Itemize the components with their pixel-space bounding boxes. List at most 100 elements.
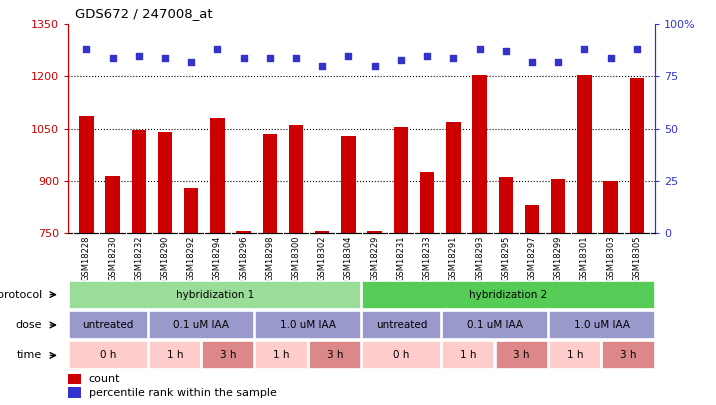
Point <box>369 63 380 69</box>
Text: GSM18297: GSM18297 <box>528 235 536 281</box>
Point <box>185 59 197 65</box>
Bar <box>69 341 147 369</box>
Text: GSM18302: GSM18302 <box>318 235 326 281</box>
Text: hybridization 1: hybridization 1 <box>175 290 254 300</box>
Bar <box>442 341 495 369</box>
Text: GSM18290: GSM18290 <box>160 235 170 281</box>
Bar <box>236 231 251 233</box>
Text: percentile rank within the sample: percentile rank within the sample <box>89 388 276 398</box>
Text: GSM18228: GSM18228 <box>82 235 91 281</box>
Text: GSM18232: GSM18232 <box>135 235 143 281</box>
Bar <box>149 311 254 339</box>
Point <box>500 48 511 55</box>
Bar <box>577 75 591 233</box>
Text: GSM18231: GSM18231 <box>397 235 405 281</box>
Text: GSM18229: GSM18229 <box>370 235 379 281</box>
Bar <box>362 311 441 339</box>
Text: GSM18303: GSM18303 <box>606 235 615 281</box>
Bar <box>420 172 435 233</box>
Text: 3 h: 3 h <box>220 350 236 360</box>
Text: protocol: protocol <box>0 290 42 300</box>
Point <box>81 46 92 53</box>
Bar <box>105 175 120 233</box>
Bar <box>263 134 277 233</box>
Bar <box>315 231 329 233</box>
Text: 0.1 uM IAA: 0.1 uM IAA <box>173 320 229 330</box>
Point <box>579 46 590 53</box>
Bar <box>604 181 618 233</box>
Point <box>107 54 118 61</box>
Text: 1.0 uM IAA: 1.0 uM IAA <box>280 320 337 330</box>
Text: GSM18300: GSM18300 <box>291 235 301 281</box>
Bar <box>158 132 173 233</box>
Bar <box>629 78 644 233</box>
Text: 3 h: 3 h <box>620 350 637 360</box>
Text: GSM18304: GSM18304 <box>344 235 353 281</box>
Text: GSM18291: GSM18291 <box>449 235 458 281</box>
Bar <box>549 311 654 339</box>
Point <box>133 52 145 59</box>
Bar <box>256 311 361 339</box>
Bar <box>473 75 487 233</box>
Point <box>631 46 642 53</box>
Point <box>395 57 407 63</box>
Bar <box>79 116 94 233</box>
Bar <box>149 341 201 369</box>
Point <box>448 54 459 61</box>
Bar <box>69 311 147 339</box>
Text: hybridization 2: hybridization 2 <box>469 290 548 300</box>
Text: GSM18298: GSM18298 <box>266 235 274 281</box>
Bar <box>446 122 460 233</box>
Text: dose: dose <box>16 320 42 330</box>
Bar <box>498 177 513 233</box>
Bar <box>309 341 361 369</box>
Text: GSM18292: GSM18292 <box>187 235 195 281</box>
Bar <box>342 136 356 233</box>
Text: untreated: untreated <box>82 320 134 330</box>
Text: GSM18230: GSM18230 <box>108 235 117 281</box>
Text: 3 h: 3 h <box>326 350 343 360</box>
Bar <box>495 341 548 369</box>
Point <box>422 52 433 59</box>
Bar <box>367 231 382 233</box>
Text: 0 h: 0 h <box>100 350 116 360</box>
Text: GSM18301: GSM18301 <box>580 235 589 281</box>
Point <box>474 46 485 53</box>
Text: 1 h: 1 h <box>167 350 183 360</box>
Bar <box>362 341 441 369</box>
Point <box>159 54 170 61</box>
Bar <box>362 281 654 309</box>
Text: 0 h: 0 h <box>393 350 410 360</box>
Text: GSM18299: GSM18299 <box>553 235 563 281</box>
Bar <box>525 205 539 233</box>
Point <box>238 54 249 61</box>
Text: GSM18296: GSM18296 <box>239 235 248 281</box>
Bar <box>202 341 254 369</box>
Text: untreated: untreated <box>376 320 427 330</box>
Text: GSM18295: GSM18295 <box>501 235 511 281</box>
Bar <box>184 188 198 233</box>
Text: 3 h: 3 h <box>513 350 530 360</box>
Bar <box>289 125 304 233</box>
Bar <box>211 118 225 233</box>
Text: 1 h: 1 h <box>460 350 477 360</box>
Bar <box>68 387 81 398</box>
Point <box>605 54 616 61</box>
Bar <box>132 130 146 233</box>
Text: 0.1 uM IAA: 0.1 uM IAA <box>467 320 523 330</box>
Text: GSM18293: GSM18293 <box>475 235 484 281</box>
Point <box>553 59 564 65</box>
Bar <box>256 341 308 369</box>
Point <box>316 63 328 69</box>
Point <box>343 52 354 59</box>
Point <box>264 54 276 61</box>
Point <box>212 46 223 53</box>
Text: GSM18233: GSM18233 <box>422 235 432 281</box>
Text: 1 h: 1 h <box>274 350 290 360</box>
Text: count: count <box>89 374 120 384</box>
Text: GSM18305: GSM18305 <box>632 235 642 281</box>
Point <box>290 54 301 61</box>
Bar <box>549 341 601 369</box>
Bar <box>551 179 566 233</box>
Bar <box>69 281 361 309</box>
